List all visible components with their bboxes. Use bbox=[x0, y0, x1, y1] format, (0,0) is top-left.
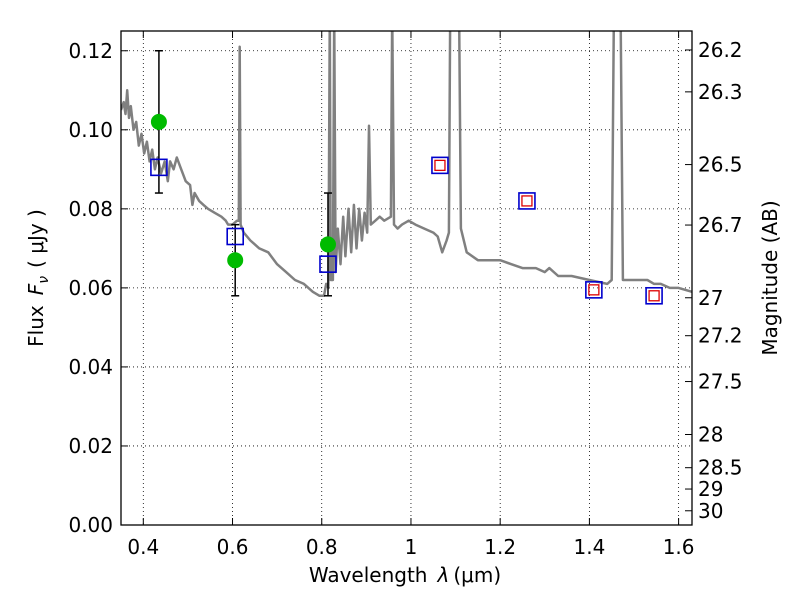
plot-frame bbox=[120, 30, 693, 526]
y-tick-label: 0.02 bbox=[68, 434, 113, 458]
upper-limit-square bbox=[434, 159, 446, 172]
x-tick-label: 1 bbox=[405, 535, 418, 559]
magnitude-tick-label: 27.5 bbox=[698, 370, 743, 394]
magnitude-tick-label: 27 bbox=[698, 286, 723, 310]
model-flux-square bbox=[319, 255, 337, 273]
x-tick-label: 1.4 bbox=[573, 535, 605, 559]
upper-limit-square bbox=[521, 195, 533, 207]
magnitude-tick-label: 26.2 bbox=[698, 38, 743, 62]
x-tick-label: 0.8 bbox=[306, 535, 338, 559]
y-tick-label: 0.12 bbox=[68, 39, 113, 63]
magnitude-tick-label: 26.5 bbox=[698, 153, 743, 177]
model-flux-square bbox=[431, 156, 449, 175]
y-axis-title: FluxFν( μJy ) bbox=[24, 209, 52, 347]
observed-flux-point bbox=[227, 252, 244, 269]
y-tick-label: 0.04 bbox=[68, 355, 113, 379]
magnitude-tick-label: 26.3 bbox=[698, 80, 743, 104]
model-photometry-squares bbox=[150, 156, 663, 305]
magnitude-tick-label: 30 bbox=[698, 499, 723, 523]
magnitude-tick-label: 29 bbox=[698, 477, 723, 501]
y-tick-label: 0.10 bbox=[68, 118, 113, 142]
magnitude-tick-label: 26.7 bbox=[698, 213, 743, 237]
upper-limit-squares bbox=[434, 159, 660, 302]
x-tick-label: 1.2 bbox=[484, 535, 516, 559]
tick-labels: 0.4 0.6 0.8 1 1.2 1.4 1.6 0.00 0.02 0.04 0.06 0.08 0… bbox=[68, 38, 742, 559]
y-tick-label: 0.00 bbox=[68, 513, 113, 537]
plot-area bbox=[121, 31, 692, 525]
spectrum-line bbox=[121, 31, 692, 298]
model-flux-square bbox=[585, 281, 603, 299]
model-flux-square bbox=[150, 158, 168, 177]
ticks bbox=[121, 31, 692, 526]
model-flux-square bbox=[645, 286, 663, 305]
magnitude-tick-label: 28 bbox=[698, 422, 723, 446]
model-flux-square bbox=[518, 192, 536, 210]
x-tick-label: 1.6 bbox=[663, 535, 695, 559]
observed-flux-point bbox=[150, 113, 167, 130]
observed-flux-point bbox=[319, 236, 336, 253]
model-spectrum-layer bbox=[121, 31, 692, 298]
magnitude-tick-label: 27.2 bbox=[698, 324, 743, 348]
observed-points bbox=[150, 113, 336, 269]
magnitude-axis-title: Magnitude (AB) bbox=[758, 200, 782, 355]
x-axis-title: Wavelength λ (μm) bbox=[309, 563, 501, 587]
upper-limit-square bbox=[648, 290, 660, 302]
x-tick-label: 0.6 bbox=[217, 535, 249, 559]
x-tick-label: 0.4 bbox=[127, 535, 159, 559]
upper-limit-square bbox=[588, 284, 600, 296]
y-tick-label: 0.08 bbox=[68, 197, 113, 221]
y-tick-label: 0.06 bbox=[68, 276, 113, 300]
model-flux-square bbox=[226, 227, 244, 246]
magnitude-tick-label: 28.5 bbox=[698, 456, 743, 480]
